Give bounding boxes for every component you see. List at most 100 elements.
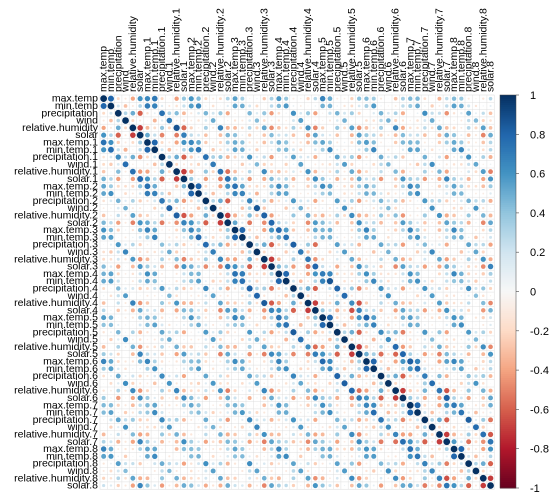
correlation-circle	[219, 272, 222, 276]
correlation-circle	[422, 483, 428, 488]
correlation-circle	[364, 264, 369, 269]
correlation-circle	[446, 207, 448, 209]
correlation-circle	[276, 351, 282, 357]
correlation-circle	[131, 207, 134, 210]
correlation-circle	[168, 265, 170, 268]
correlation-circle	[232, 307, 238, 313]
correlation-circle	[437, 169, 442, 174]
correlation-circle	[306, 418, 310, 422]
colorbar-segment	[500, 326, 516, 330]
correlation-circle	[422, 351, 428, 357]
correlation-circle	[333, 328, 341, 336]
correlation-circle	[278, 163, 280, 165]
correlation-circle	[380, 455, 382, 457]
correlation-circle	[254, 424, 260, 430]
correlation-circle	[342, 249, 348, 255]
correlation-circle	[357, 227, 362, 233]
correlation-circle	[386, 118, 391, 123]
correlation-circle	[490, 251, 492, 253]
correlation-circle	[269, 235, 274, 240]
correlation-circle	[416, 382, 419, 385]
correlation-circle	[270, 250, 273, 254]
correlation-circle	[225, 301, 230, 305]
colorbar-segment	[500, 334, 516, 338]
correlation-circle	[473, 205, 479, 211]
colorbar-tick-label: 0.4	[530, 208, 545, 220]
correlation-circle	[110, 207, 112, 209]
correlation-circle	[116, 388, 121, 393]
correlation-circle	[481, 184, 486, 189]
correlation-circle	[328, 250, 332, 254]
correlation-circle	[226, 374, 230, 378]
colorbar-segment	[500, 230, 516, 234]
correlation-circle	[218, 439, 223, 444]
correlation-circle	[306, 228, 310, 232]
row-label: solar.1	[67, 173, 98, 185]
correlation-circle	[248, 148, 251, 151]
colorbar-segment	[500, 234, 516, 237]
colorbar-segment	[500, 429, 516, 432]
correlation-circle	[467, 324, 470, 326]
correlation-circle	[196, 227, 201, 233]
row-label: wind.5	[67, 334, 99, 346]
correlation-circle	[269, 388, 274, 393]
correlation-circle	[270, 469, 273, 473]
correlation-circle	[160, 425, 164, 429]
correlation-circle	[335, 337, 340, 342]
correlation-circle	[256, 404, 258, 406]
correlation-circle	[167, 301, 171, 305]
correlation-circle	[101, 301, 106, 305]
correlation-circle	[313, 432, 318, 437]
correlation-circle	[474, 126, 478, 130]
correlation-circle	[423, 425, 427, 429]
correlation-circle	[292, 323, 295, 327]
correlation-circle	[137, 307, 143, 313]
correlation-circle	[480, 431, 487, 438]
correlation-circle	[240, 381, 244, 385]
correlation-circle	[300, 316, 302, 319]
correlation-circle	[474, 330, 478, 334]
correlation-circle	[262, 111, 267, 116]
correlation-circle	[117, 323, 120, 327]
correlation-circle	[313, 148, 317, 152]
colorbar-segment	[500, 128, 516, 131]
correlation-circle	[197, 425, 200, 429]
correlation-circle	[423, 228, 427, 232]
correlation-circle	[371, 446, 377, 452]
correlation-circle	[109, 265, 113, 268]
correlation-circle	[203, 461, 209, 467]
correlation-circle	[488, 417, 493, 423]
correlation-circle	[414, 234, 421, 240]
correlation-circle	[481, 300, 486, 306]
correlation-circle	[306, 359, 310, 363]
correlation-circle	[233, 155, 237, 159]
correlation-circle	[364, 374, 368, 378]
correlation-circle	[291, 213, 296, 218]
correlation-circle	[379, 403, 383, 407]
correlation-circle	[262, 462, 266, 465]
correlation-circle	[205, 368, 207, 370]
correlation-circle	[255, 199, 259, 203]
correlation-circle	[467, 367, 470, 370]
correlation-circle	[408, 418, 412, 422]
correlation-circle	[277, 220, 281, 225]
correlation-circle	[160, 97, 164, 101]
correlation-circle	[488, 271, 493, 276]
correlation-circle	[343, 316, 346, 319]
correlation-circle	[335, 176, 340, 181]
correlation-circle	[416, 214, 419, 217]
correlation-circle	[430, 447, 434, 451]
correlation-circle	[430, 286, 434, 290]
correlation-circle	[284, 243, 288, 247]
correlation-circle	[210, 468, 216, 474]
correlation-circle	[467, 250, 470, 254]
correlation-circle	[168, 374, 171, 378]
correlation-circle	[276, 366, 282, 372]
correlation-circle	[460, 477, 463, 480]
correlation-circle	[196, 162, 201, 166]
column-label: wind.7	[426, 61, 438, 93]
correlation-circle	[334, 198, 340, 204]
correlation-circle	[379, 381, 383, 386]
correlation-circle	[356, 307, 362, 314]
correlation-circle	[262, 176, 267, 181]
